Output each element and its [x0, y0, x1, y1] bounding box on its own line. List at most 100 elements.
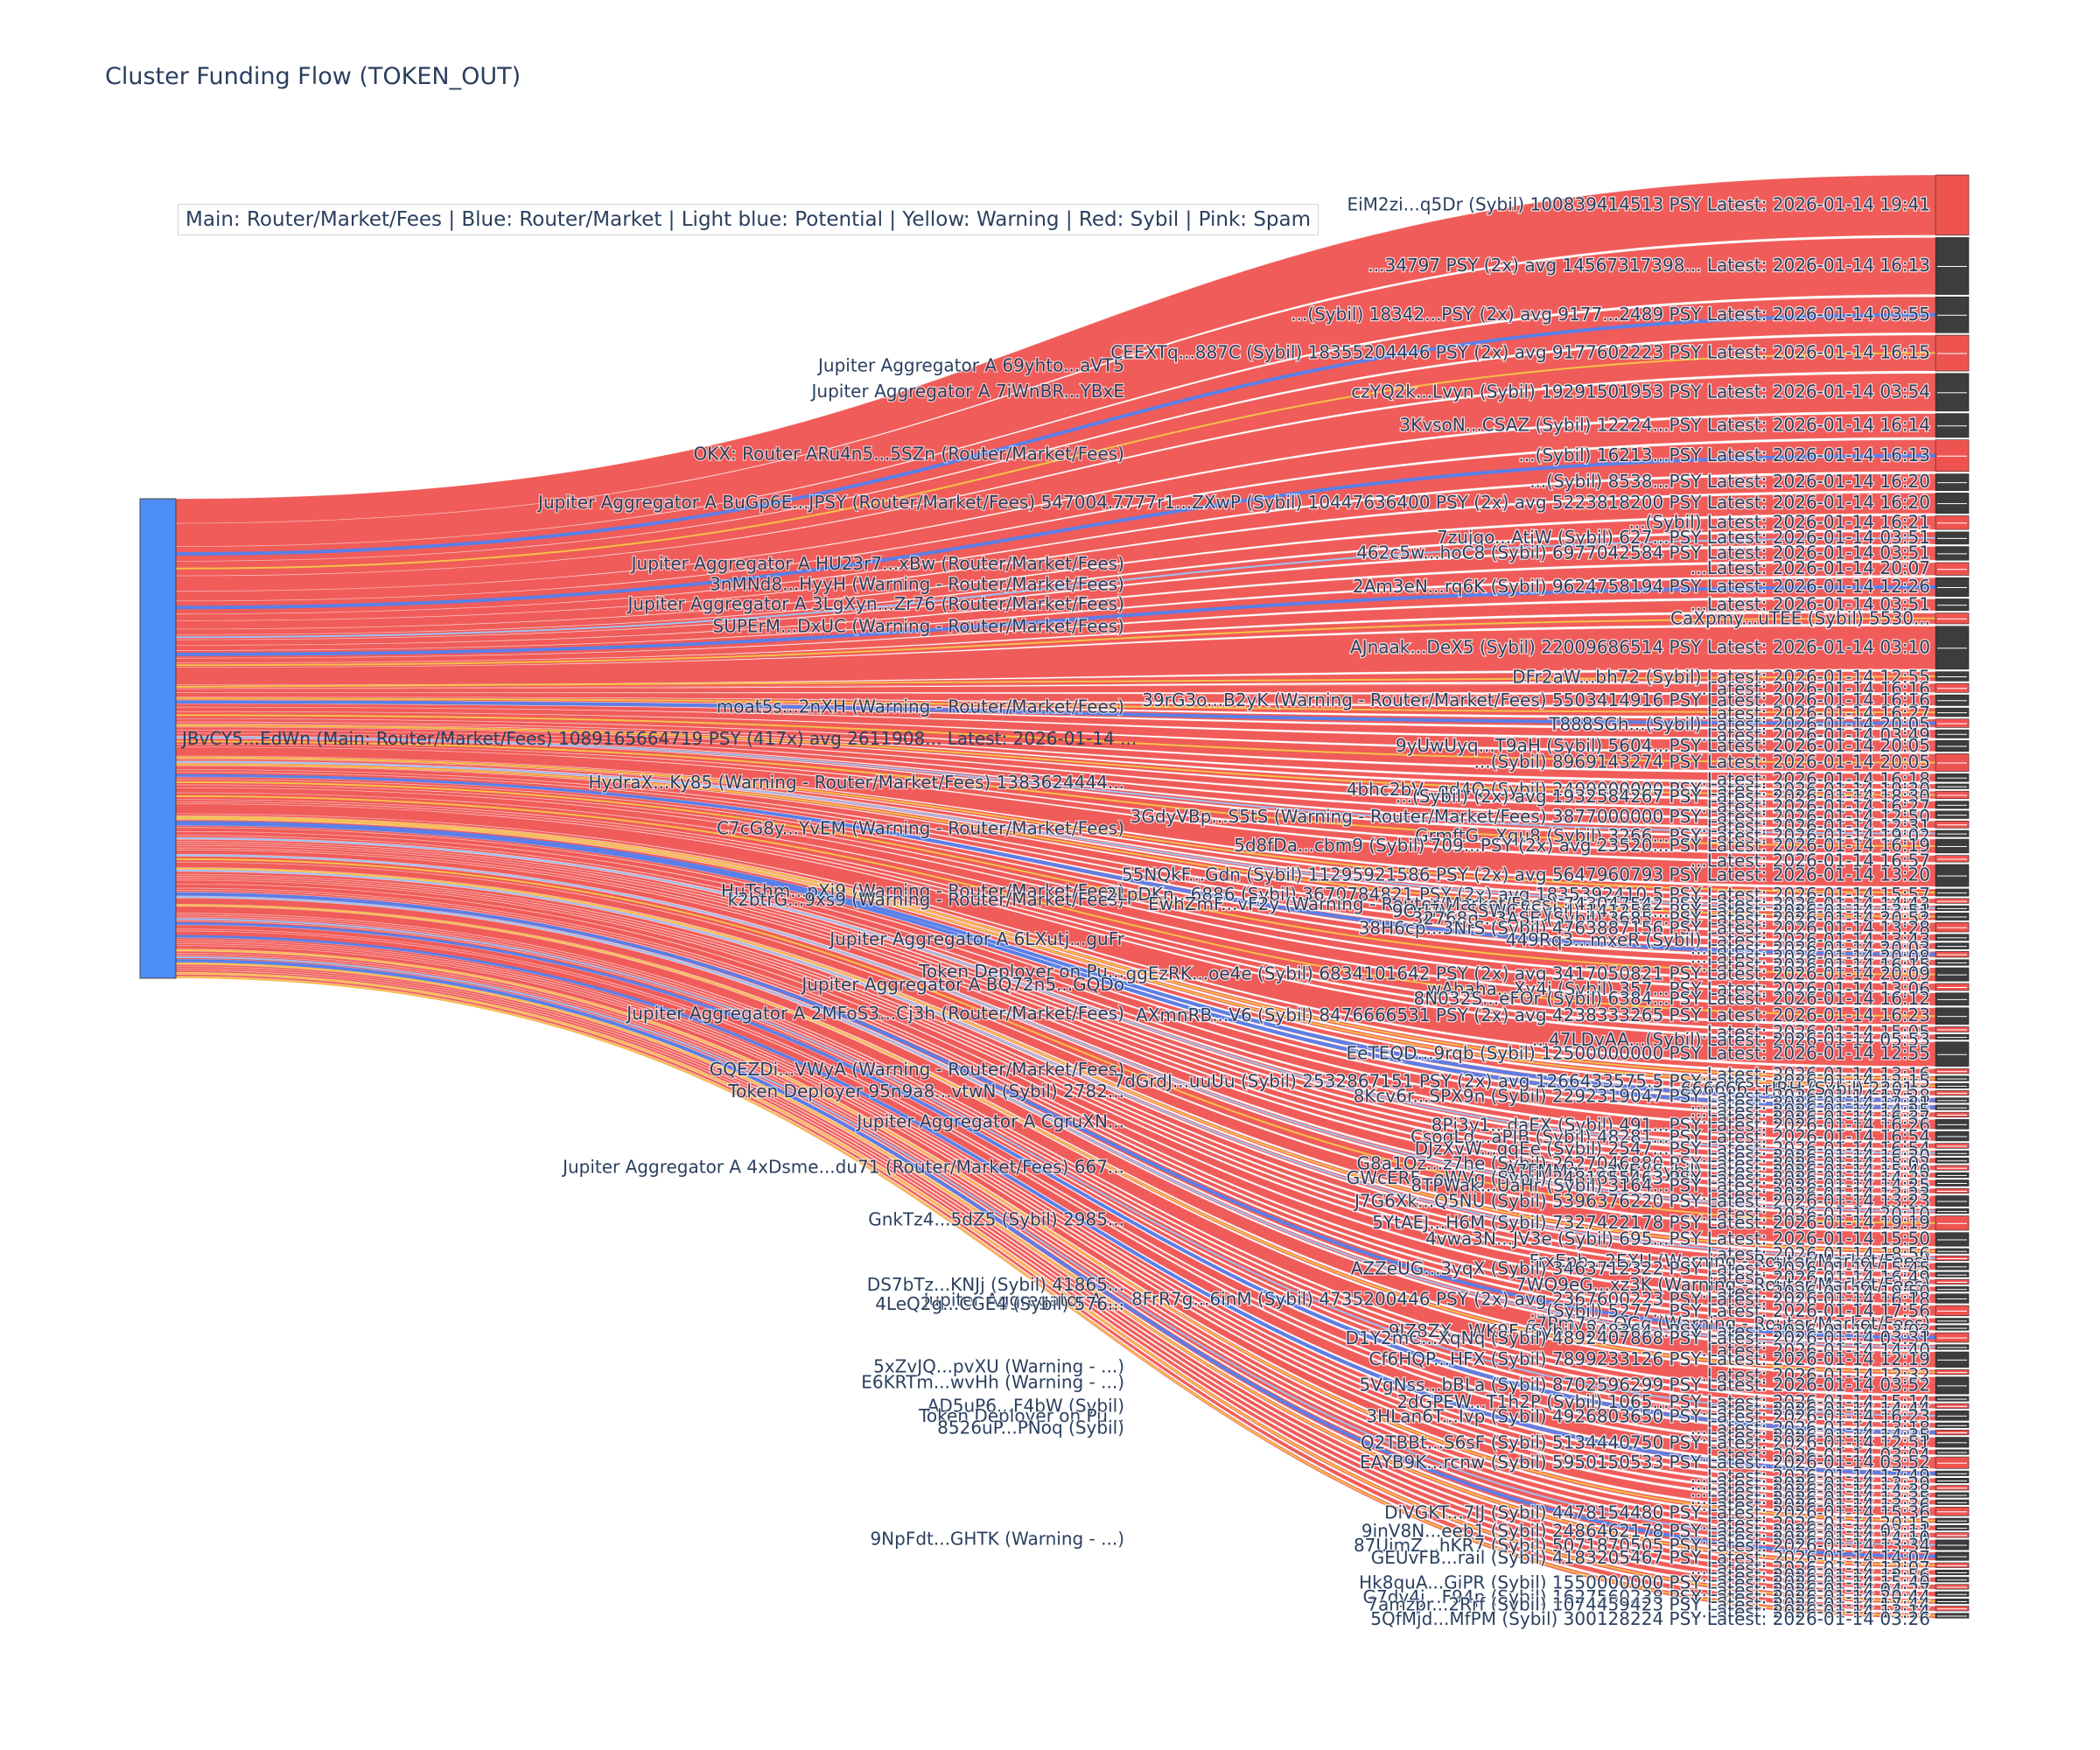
target-node-label: ...Latest: 2026-01-14 20:07 — [1690, 557, 1930, 578]
flow-link-accent[interactable] — [175, 736, 1936, 835]
flow-link-accent[interactable] — [175, 892, 1936, 1340]
flow-link-accent[interactable] — [175, 817, 1936, 1087]
flow-link-accent[interactable] — [175, 724, 1936, 796]
target-node[interactable] — [1935, 1532, 1970, 1538]
target-node[interactable] — [1935, 1007, 1970, 1025]
target-node-label: 3GdyVBp...S5tS (Warning - Router/Market/… — [1130, 806, 1930, 827]
target-node[interactable] — [1935, 1569, 1970, 1576]
flow-link-accent[interactable] — [175, 822, 1936, 1110]
target-node[interactable] — [1935, 1403, 1970, 1409]
flow-link-accent[interactable] — [175, 962, 1936, 1566]
flow-link-accent[interactable] — [175, 948, 1936, 1522]
flow-link[interactable] — [175, 772, 1936, 949]
target-node-divider — [1937, 1167, 1967, 1169]
flow-link-accent[interactable] — [175, 794, 1936, 1018]
target-node[interactable] — [1935, 1271, 1970, 1278]
target-node[interactable] — [1935, 1613, 1970, 1619]
target-node[interactable] — [1935, 864, 1970, 887]
flow-label: Jupiter Aggregator A 7iWnBR...YBxE — [810, 381, 1124, 402]
flow-link-accent[interactable] — [175, 453, 1936, 610]
target-node[interactable] — [1935, 1232, 1970, 1247]
flow-link-accent[interactable] — [175, 972, 1936, 1603]
target-node[interactable] — [1935, 898, 1970, 904]
target-node-label: ...Latest: 2026-01-14 16:20 — [1690, 1145, 1930, 1166]
flow-link[interactable] — [175, 847, 1936, 1194]
flow-link-accent[interactable] — [175, 617, 1936, 667]
target-node[interactable] — [1935, 1449, 1970, 1455]
flow-link-accent[interactable] — [175, 700, 1936, 725]
flow-link-accent[interactable] — [175, 867, 1936, 1252]
target-node-label: 462c5w...hoC8 (Sybil) 6977042584 PSY Lat… — [1356, 542, 1930, 563]
flow-link[interactable] — [175, 963, 1936, 1576]
target-node-divider — [1937, 900, 1967, 902]
target-node[interactable] — [1935, 934, 1970, 942]
flow-link[interactable] — [175, 813, 1936, 1074]
flow-link-accent[interactable] — [175, 854, 1936, 1213]
target-node-label: EiM2zi...q5Dr (Sybil) 100839414513 PSY L… — [1347, 193, 1930, 214]
target-node-label: ...Latest: 2026-01-14 13:18 — [1690, 1418, 1930, 1438]
target-node[interactable] — [1935, 626, 1970, 670]
target-node[interactable] — [1935, 905, 1970, 911]
target-node-divider — [1937, 1281, 1967, 1283]
target-node-label: ...Latest: 2026-01-14 18:56 — [1690, 1243, 1930, 1264]
target-node-divider — [1937, 1078, 1967, 1080]
flow-link-accent[interactable] — [175, 536, 1936, 639]
flow-link-accent[interactable] — [175, 760, 1936, 909]
target-node[interactable] — [1935, 718, 1970, 728]
target-node[interactable] — [1935, 546, 1970, 561]
source-node[interactable] — [139, 498, 177, 979]
target-node[interactable] — [1935, 1143, 1970, 1149]
target-node-label: 2dGPEW...T1h2P (Sybil) 1065...PSY Latest… — [1396, 1391, 1930, 1412]
target-node[interactable] — [1935, 1068, 1970, 1074]
flow-link-accent[interactable] — [175, 956, 1936, 1546]
target-node-label: ...Latest: 2026-01-14 13:29 — [1690, 1473, 1930, 1494]
flow-link-accent[interactable] — [175, 697, 1936, 714]
flow-link-accent[interactable] — [175, 740, 1936, 847]
flow-link-accent[interactable] — [175, 584, 1936, 656]
flow-link-accent[interactable] — [175, 869, 1936, 1259]
target-node-label: DFr2aW...bh72 (Sybil) Latest: 2026-01-14… — [1512, 667, 1930, 688]
target-node[interactable] — [1935, 959, 1970, 966]
flow-link-accent[interactable] — [175, 922, 1936, 1435]
flow-link-accent[interactable] — [175, 918, 1936, 1417]
flow-link-accent[interactable] — [175, 837, 1936, 1154]
target-node[interactable] — [1935, 1090, 1970, 1096]
target-node[interactable] — [1935, 237, 1970, 295]
flow-link-accent[interactable] — [175, 780, 1936, 976]
flow-label: Jupiter Aggregator A 4xDsme...du71 (Rout… — [561, 1157, 1124, 1178]
target-node-divider — [1937, 1257, 1967, 1259]
flow-link-accent[interactable] — [175, 896, 1936, 1348]
flow-link-accent[interactable] — [175, 858, 1936, 1224]
target-node[interactable] — [1935, 1437, 1970, 1448]
target-node-divider — [1937, 392, 1967, 394]
target-node[interactable] — [1935, 174, 1970, 236]
flow-link-accent[interactable] — [175, 959, 1936, 1558]
flow-link-accent[interactable] — [175, 352, 1936, 570]
flow-link-accent[interactable] — [175, 821, 1936, 1102]
flow-link-accent[interactable] — [175, 976, 1936, 1617]
target-node[interactable] — [1935, 1369, 1970, 1376]
target-node[interactable] — [1935, 1539, 1970, 1550]
target-node[interactable] — [1935, 1551, 1970, 1561]
target-node-label: 2LpDKn...6886 (Sybil) 3670784821 PSY (2x… — [1106, 884, 1930, 905]
target-node[interactable] — [1935, 1255, 1970, 1262]
flow-link-accent[interactable] — [175, 756, 1936, 894]
flow-link-accent[interactable] — [175, 714, 1936, 764]
target-node[interactable] — [1935, 562, 1970, 576]
flow-link-accent[interactable] — [175, 774, 1936, 956]
flow-link[interactable] — [175, 732, 1936, 829]
flow-link-accent[interactable] — [175, 934, 1936, 1475]
target-node[interactable] — [1935, 790, 1970, 800]
flow-link[interactable] — [175, 924, 1936, 1448]
flow-link-accent[interactable] — [175, 816, 1936, 1080]
flow-label: HydraX...Ky85 (Warning - Router/Market/F… — [588, 772, 1124, 793]
target-node-divider — [1937, 1093, 1967, 1095]
target-node[interactable] — [1935, 1492, 1970, 1498]
target-node-label: 32768g...3ASE (Sybil) 3685...PSY Latest:… — [1412, 907, 1930, 928]
target-node[interactable] — [1935, 1499, 1970, 1505]
target-node[interactable] — [1935, 1577, 1970, 1583]
flow-link-accent[interactable] — [175, 312, 1936, 556]
flow-link-accent[interactable] — [175, 763, 1936, 918]
target-node-label: ...Latest: 2026-01-14 12:32 — [1690, 1364, 1930, 1385]
flow-link-accent[interactable] — [175, 904, 1936, 1374]
